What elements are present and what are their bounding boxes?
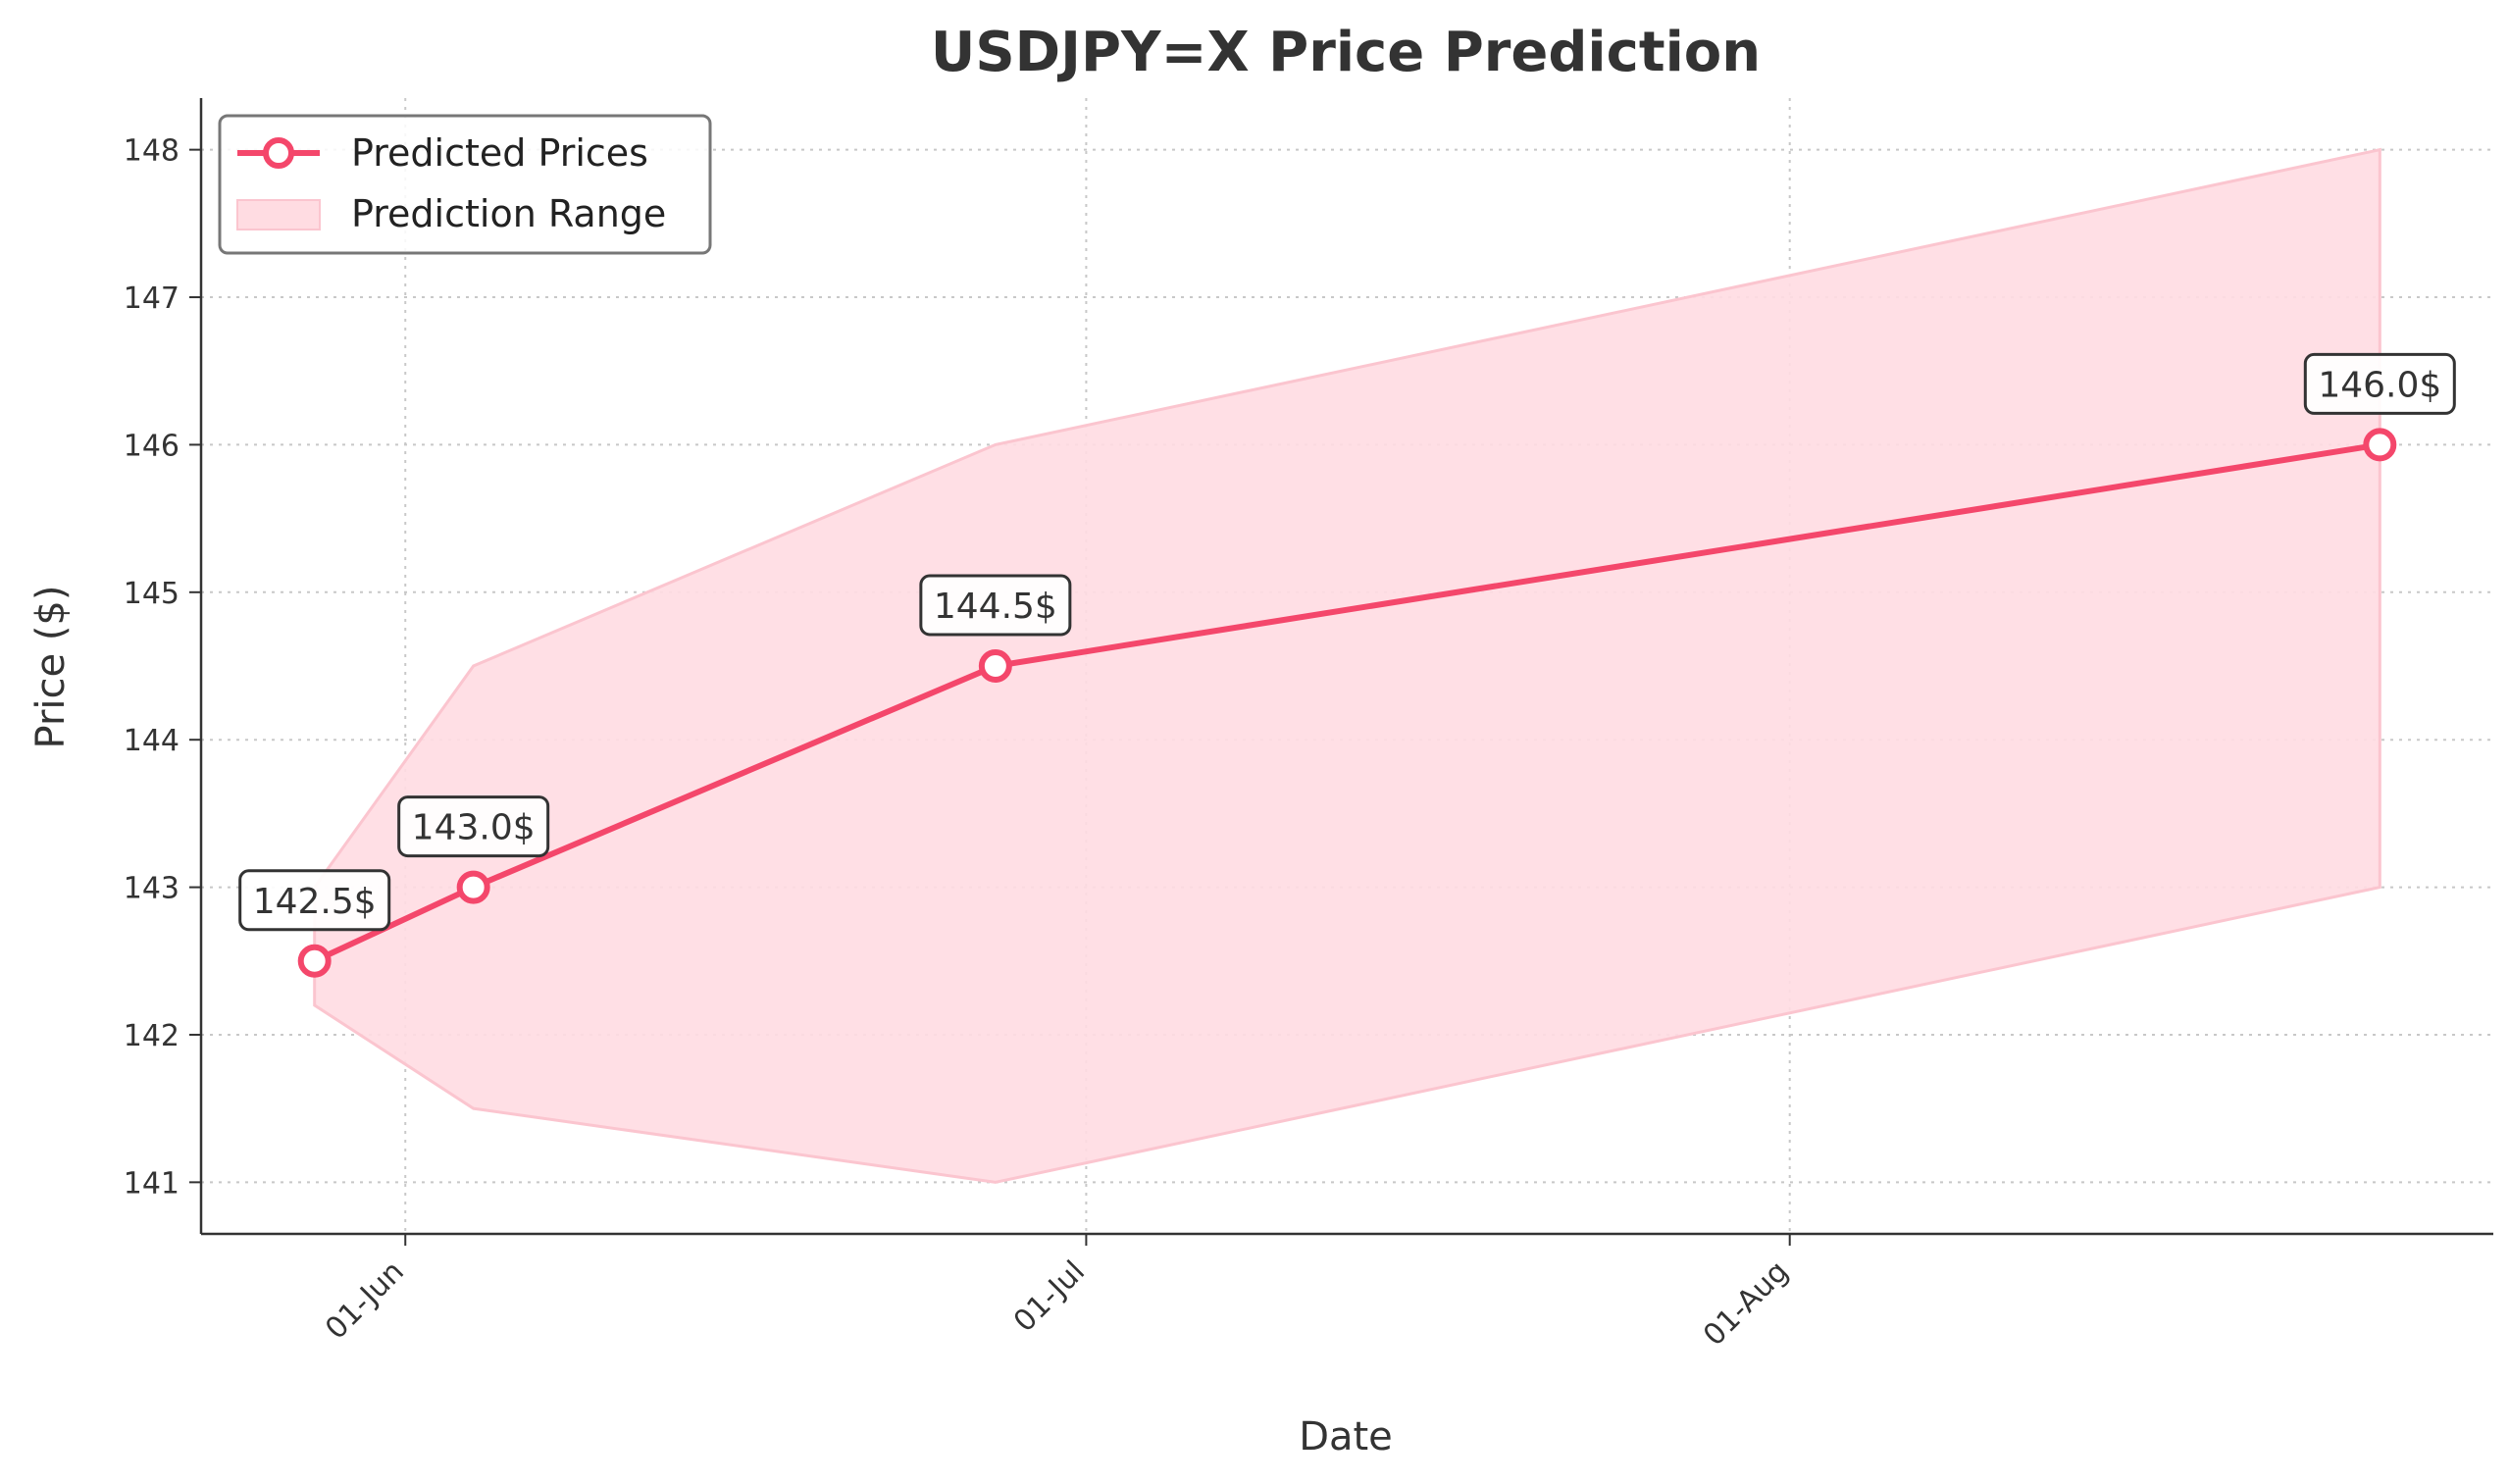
y-tick-label: 142 [124, 1019, 179, 1053]
y-axis-title: Price ($) [28, 586, 74, 749]
y-tick-label: 146 [124, 429, 179, 463]
x-axis-title: Date [1299, 1414, 1393, 1459]
legend: Predicted Prices Prediction Range [218, 114, 712, 255]
x-tick-label: 01-Jul [1007, 1254, 1092, 1339]
data-label-text: 142.5$ [253, 882, 377, 922]
legend-frame [218, 114, 712, 255]
y-tick-label: 144 [124, 724, 179, 758]
legend-marker-swatch [263, 137, 294, 169]
prediction-line [297, 428, 2397, 978]
data-label: 144.5$ [919, 574, 1072, 637]
y-tick-label: 145 [124, 577, 179, 611]
legend-label-range: Prediction Range [351, 192, 666, 235]
chart-title: USDJPY=X Price Prediction [931, 21, 1761, 84]
data-label: 143.0$ [397, 795, 550, 858]
y-tick-label: 147 [124, 281, 179, 316]
prediction-range-band [313, 147, 2381, 1184]
data-point-marker [297, 944, 332, 978]
y-tick-label: 148 [124, 134, 179, 169]
y-tick-label: 141 [124, 1166, 179, 1201]
y-tick-label: 143 [124, 872, 179, 906]
data-point-marker [2363, 428, 2397, 462]
data-label-box [397, 795, 550, 858]
prediction-range-area [313, 147, 2381, 1184]
data-point-marker [456, 870, 490, 904]
data-label-text: 144.5$ [934, 587, 1057, 627]
data-label-text: 143.0$ [412, 808, 536, 848]
x-tick-label: 01-Jun [319, 1254, 411, 1347]
data-labels: 142.5$ 143.0$ 144.5$ 146.0$ [238, 352, 2456, 932]
legend-label-predicted: Predicted Prices [351, 131, 648, 175]
data-label: 146.0$ [2303, 352, 2456, 415]
legend-area-swatch [236, 199, 321, 230]
data-point-marker [978, 649, 1012, 683]
data-label-box [919, 574, 1072, 637]
data-label: 142.5$ [238, 869, 391, 932]
data-label-box [2303, 352, 2456, 415]
data-label-text: 146.0$ [2318, 365, 2441, 405]
data-label-box [238, 869, 391, 932]
x-tick-label: 01-Aug [1697, 1254, 1795, 1353]
predicted-prices-line [311, 441, 2383, 964]
